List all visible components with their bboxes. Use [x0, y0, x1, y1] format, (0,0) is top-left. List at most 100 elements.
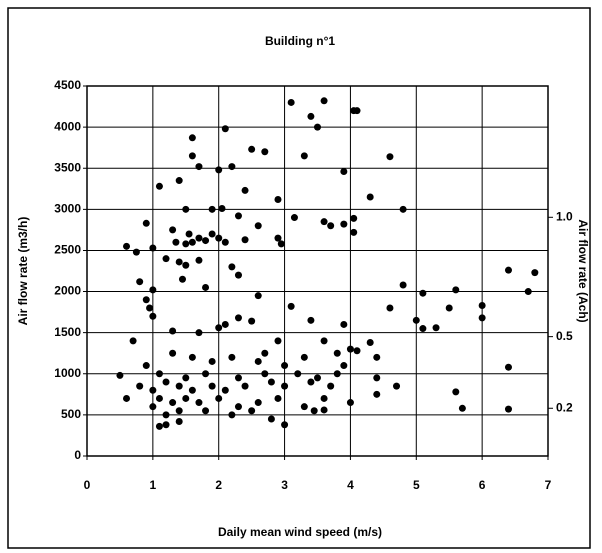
- point: [162, 378, 170, 386]
- point: [182, 394, 190, 402]
- point: [267, 378, 275, 386]
- point: [353, 347, 361, 355]
- point: [188, 152, 196, 160]
- point: [175, 407, 183, 415]
- x-tick-label: 4: [347, 478, 354, 492]
- point: [208, 357, 216, 365]
- point: [290, 214, 298, 222]
- point: [281, 382, 289, 390]
- point: [419, 289, 427, 297]
- point: [254, 357, 262, 365]
- point: [261, 148, 269, 156]
- point: [169, 226, 177, 234]
- point: [169, 399, 177, 407]
- point: [215, 166, 223, 174]
- point: [320, 406, 328, 414]
- point: [277, 240, 285, 248]
- point: [399, 281, 407, 289]
- point: [333, 349, 341, 357]
- point: [386, 153, 394, 161]
- point: [149, 244, 157, 252]
- y2-axis-label: Air flow rate (Ach): [576, 219, 590, 322]
- point: [162, 421, 170, 429]
- point: [123, 394, 131, 402]
- x-tick-label: 5: [413, 478, 420, 492]
- y2-tick-label: 1.0: [556, 209, 573, 223]
- point: [524, 288, 532, 296]
- point: [221, 238, 229, 246]
- point: [366, 339, 374, 347]
- point: [215, 234, 223, 242]
- point: [333, 370, 341, 378]
- point: [221, 320, 229, 328]
- point: [320, 97, 328, 105]
- point: [310, 407, 318, 415]
- point: [149, 286, 157, 294]
- point: [188, 386, 196, 394]
- point: [432, 324, 440, 332]
- point: [228, 163, 236, 171]
- y2-tick-label: 0.5: [556, 329, 573, 343]
- point: [340, 320, 348, 328]
- point: [287, 98, 295, 106]
- point: [320, 337, 328, 345]
- point: [202, 407, 210, 415]
- point: [185, 230, 193, 238]
- point: [208, 230, 216, 238]
- x-tick-label: 3: [281, 478, 288, 492]
- point: [314, 374, 321, 382]
- point: [234, 403, 242, 411]
- point: [123, 242, 131, 250]
- point: [281, 362, 289, 370]
- point: [195, 234, 203, 242]
- point: [340, 220, 348, 228]
- point: [132, 248, 140, 256]
- frame: [7, 7, 591, 549]
- point: [458, 404, 466, 412]
- point: [188, 134, 196, 142]
- point: [208, 382, 216, 390]
- point: [228, 263, 236, 271]
- point: [478, 302, 486, 310]
- y-tick-label: 2500: [54, 243, 81, 257]
- point: [215, 324, 223, 332]
- point: [218, 205, 226, 213]
- point: [327, 222, 335, 230]
- x-tick-label: 1: [150, 478, 157, 492]
- point: [162, 411, 170, 419]
- point: [155, 394, 163, 402]
- point: [142, 219, 150, 227]
- point: [228, 353, 236, 361]
- point: [452, 286, 460, 294]
- point: [155, 370, 163, 378]
- point: [350, 228, 358, 236]
- point: [300, 403, 308, 411]
- point: [234, 374, 242, 382]
- y-tick-label: 1000: [54, 366, 81, 380]
- point: [221, 125, 229, 133]
- y-tick-label: 500: [61, 407, 81, 421]
- point: [188, 353, 196, 361]
- point: [300, 152, 308, 160]
- point: [195, 256, 203, 264]
- point: [234, 212, 242, 220]
- y-tick-label: 0: [74, 448, 81, 462]
- y-axis-label: Air flow rate (m3/h): [16, 217, 30, 326]
- y-tick-label: 4500: [54, 78, 81, 92]
- point: [452, 388, 460, 396]
- point: [155, 422, 163, 430]
- point: [340, 362, 348, 370]
- point: [399, 205, 407, 213]
- point: [307, 316, 315, 324]
- point: [241, 382, 249, 390]
- y-tick-label: 3500: [54, 160, 81, 174]
- point: [241, 186, 249, 194]
- point: [182, 374, 190, 382]
- point: [274, 195, 282, 203]
- y-tick-label: 3000: [54, 202, 81, 216]
- point: [221, 386, 229, 394]
- chart-title: Building n°1: [265, 34, 335, 48]
- point: [445, 304, 453, 312]
- plot-border: [86, 85, 549, 457]
- point: [294, 370, 302, 378]
